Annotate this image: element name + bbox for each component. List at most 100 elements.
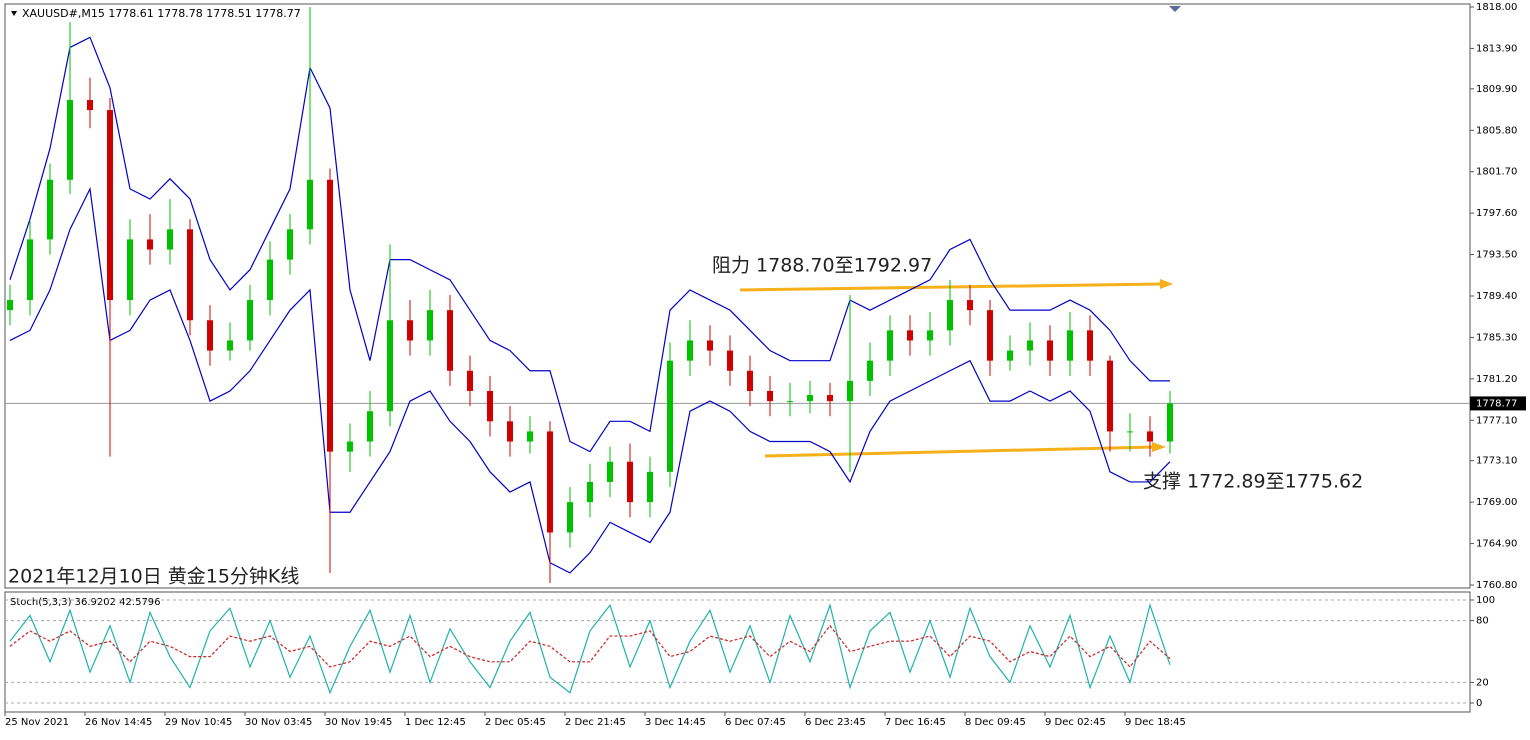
y-tick-label: 20	[1476, 677, 1489, 688]
resistance-arrow	[739, 279, 1173, 292]
candle-body	[727, 350, 733, 371]
x-tick-label: 2 Dec 21:45	[565, 717, 626, 728]
candle-body	[227, 340, 233, 351]
candle-body	[487, 390, 493, 422]
candle-body	[927, 330, 933, 341]
candle-body	[427, 310, 433, 341]
stoch-title: Stoch(5,3,3) 36.9202 42.5796	[10, 597, 161, 608]
candle-body	[367, 411, 373, 442]
band-line	[9, 36, 1170, 453]
candle-body	[947, 300, 953, 331]
x-tick-label: 8 Dec 09:45	[965, 717, 1026, 728]
candle-body	[707, 340, 713, 351]
candle-body	[447, 310, 453, 371]
candle-body	[607, 461, 613, 482]
shift-marker	[1169, 6, 1181, 12]
y-tick-label: 80	[1476, 616, 1489, 627]
candle-body	[867, 360, 873, 381]
y-tick-label: 1760.80	[1476, 580, 1517, 591]
candle-body	[687, 340, 693, 361]
candle-body	[347, 441, 353, 452]
candle-body	[547, 431, 553, 533]
candle-body	[887, 330, 893, 361]
x-tick-label: 30 Nov 03:45	[245, 717, 312, 728]
y-tick-label: 1781.20	[1476, 374, 1517, 385]
x-tick-label: 6 Dec 07:45	[725, 717, 786, 728]
candle-body	[1047, 340, 1053, 361]
candle-body	[747, 370, 753, 391]
candle-body	[307, 179, 313, 230]
candle-body	[847, 380, 853, 402]
candle-body	[287, 229, 293, 260]
y-tick-label: 1793.50	[1476, 250, 1517, 261]
candle-body	[647, 471, 653, 503]
candle-body	[527, 431, 533, 442]
x-tick-label: 30 Nov 19:45	[325, 717, 392, 728]
y-tick-label: 1797.60	[1476, 208, 1517, 219]
main-panel	[4, 3, 1471, 589]
price-label: 1778.77	[1476, 398, 1517, 409]
y-tick-label: 100	[1476, 595, 1495, 606]
candle-body	[1167, 403, 1173, 442]
candle-body	[187, 229, 193, 321]
chart-title: XAUUSD#,M15 1778.61 1778.78 1778.51 1778…	[22, 7, 301, 20]
y-tick-label: 0	[1476, 698, 1482, 709]
y-tick-label: 1805.80	[1476, 125, 1517, 136]
candle-body	[67, 99, 73, 180]
candle-body	[1127, 431, 1133, 433]
candle-body	[667, 360, 673, 472]
y-tick-label: 1764.90	[1476, 539, 1517, 550]
candle-body	[827, 395, 833, 402]
y-tick-label: 1813.90	[1476, 43, 1517, 54]
candle-body	[327, 179, 333, 452]
y-tick-label: 1801.70	[1476, 167, 1517, 178]
menu-triangle	[11, 11, 17, 16]
candle-body	[27, 239, 33, 301]
x-tick-label: 9 Dec 18:45	[1125, 717, 1186, 728]
candle-body	[987, 310, 993, 361]
stoch-line	[9, 624, 1171, 668]
candle-body	[787, 401, 793, 403]
candle-body	[567, 502, 573, 533]
candle-body	[507, 421, 513, 442]
x-tick-label: 9 Dec 02:45	[1045, 717, 1106, 728]
x-tick-label: 7 Dec 16:45	[885, 717, 946, 728]
support-label: 支撑 1772.89至1775.62	[1143, 471, 1363, 493]
support-arrow	[764, 442, 1166, 458]
candle-body	[87, 99, 93, 111]
candle-body	[627, 461, 633, 503]
stoch-line	[9, 603, 1171, 695]
price-box	[1470, 396, 1526, 411]
x-tick-label: 26 Nov 14:45	[85, 717, 152, 728]
x-tick-label: 3 Dec 14:45	[645, 717, 706, 728]
y-tick-label: 1769.00	[1476, 497, 1517, 508]
candle-body	[767, 390, 773, 402]
y-tick-label: 1773.10	[1476, 456, 1517, 467]
candle-body	[107, 110, 113, 301]
candle-body	[167, 229, 173, 250]
candle-body	[147, 239, 153, 250]
candle-body	[1027, 340, 1033, 351]
candle-body	[467, 370, 473, 391]
candle-body	[7, 300, 13, 311]
candle-body	[1107, 360, 1113, 432]
candle-body	[587, 481, 593, 503]
candle-body	[907, 330, 913, 341]
candle-body	[387, 320, 393, 412]
candle-body	[207, 320, 213, 351]
y-tick-label: 1818.00	[1476, 2, 1517, 13]
candle-body	[407, 320, 413, 341]
candle-body	[127, 239, 133, 301]
candle-body	[247, 300, 253, 341]
candle-body	[1067, 330, 1073, 361]
candle-body	[1007, 350, 1013, 361]
candle-body	[1147, 431, 1153, 442]
stoch-panel	[4, 591, 1471, 713]
x-tick-label: 25 Nov 2021	[5, 717, 69, 728]
candle-body	[47, 179, 53, 240]
x-tick-label: 1 Dec 12:45	[405, 717, 466, 728]
band-line	[9, 186, 1171, 574]
y-tick-label: 1785.30	[1476, 332, 1517, 343]
x-tick-label: 29 Nov 10:45	[165, 717, 232, 728]
y-tick-label: 1809.90	[1476, 84, 1517, 95]
